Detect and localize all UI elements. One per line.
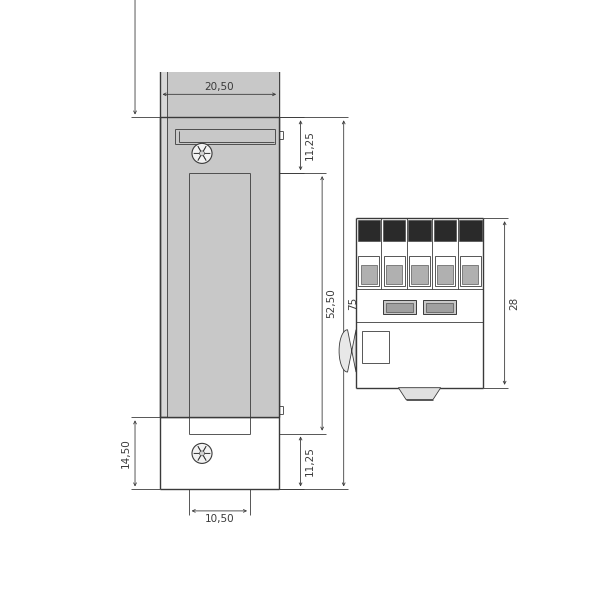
Text: 11,25: 11,25 <box>305 446 315 476</box>
Text: 14,50: 14,50 <box>121 439 131 468</box>
Text: 11,25: 11,25 <box>305 130 315 160</box>
Polygon shape <box>437 265 453 284</box>
Polygon shape <box>361 265 377 284</box>
Text: V-: V- <box>391 226 398 232</box>
Text: 20,50: 20,50 <box>205 82 234 92</box>
Polygon shape <box>459 220 482 241</box>
Text: C: C <box>443 226 448 232</box>
Text: 75: 75 <box>348 297 358 310</box>
Circle shape <box>192 143 212 163</box>
Circle shape <box>192 443 212 463</box>
Ellipse shape <box>190 44 197 57</box>
Polygon shape <box>386 302 413 312</box>
Polygon shape <box>386 265 402 284</box>
Polygon shape <box>460 256 481 286</box>
Polygon shape <box>412 265 428 284</box>
Polygon shape <box>383 220 405 241</box>
Ellipse shape <box>173 35 200 65</box>
Text: 52,50: 52,50 <box>326 289 337 318</box>
Text: 28: 28 <box>509 296 519 310</box>
Polygon shape <box>409 220 431 241</box>
Polygon shape <box>434 256 455 286</box>
Polygon shape <box>384 256 404 286</box>
Polygon shape <box>425 302 454 312</box>
Polygon shape <box>358 256 379 286</box>
Text: V+: V+ <box>364 226 374 232</box>
Polygon shape <box>462 265 478 284</box>
Text: 10,50: 10,50 <box>205 514 234 524</box>
Polygon shape <box>167 0 279 418</box>
Polygon shape <box>358 220 380 241</box>
Polygon shape <box>424 300 456 314</box>
Text: NC: NC <box>415 226 425 232</box>
Polygon shape <box>339 330 356 372</box>
Polygon shape <box>160 0 279 418</box>
Text: NO: NO <box>465 226 476 232</box>
Polygon shape <box>434 220 456 241</box>
Circle shape <box>200 151 205 156</box>
Polygon shape <box>409 256 430 286</box>
Polygon shape <box>362 331 389 364</box>
Polygon shape <box>398 388 441 400</box>
Polygon shape <box>383 300 416 314</box>
Circle shape <box>200 451 205 456</box>
